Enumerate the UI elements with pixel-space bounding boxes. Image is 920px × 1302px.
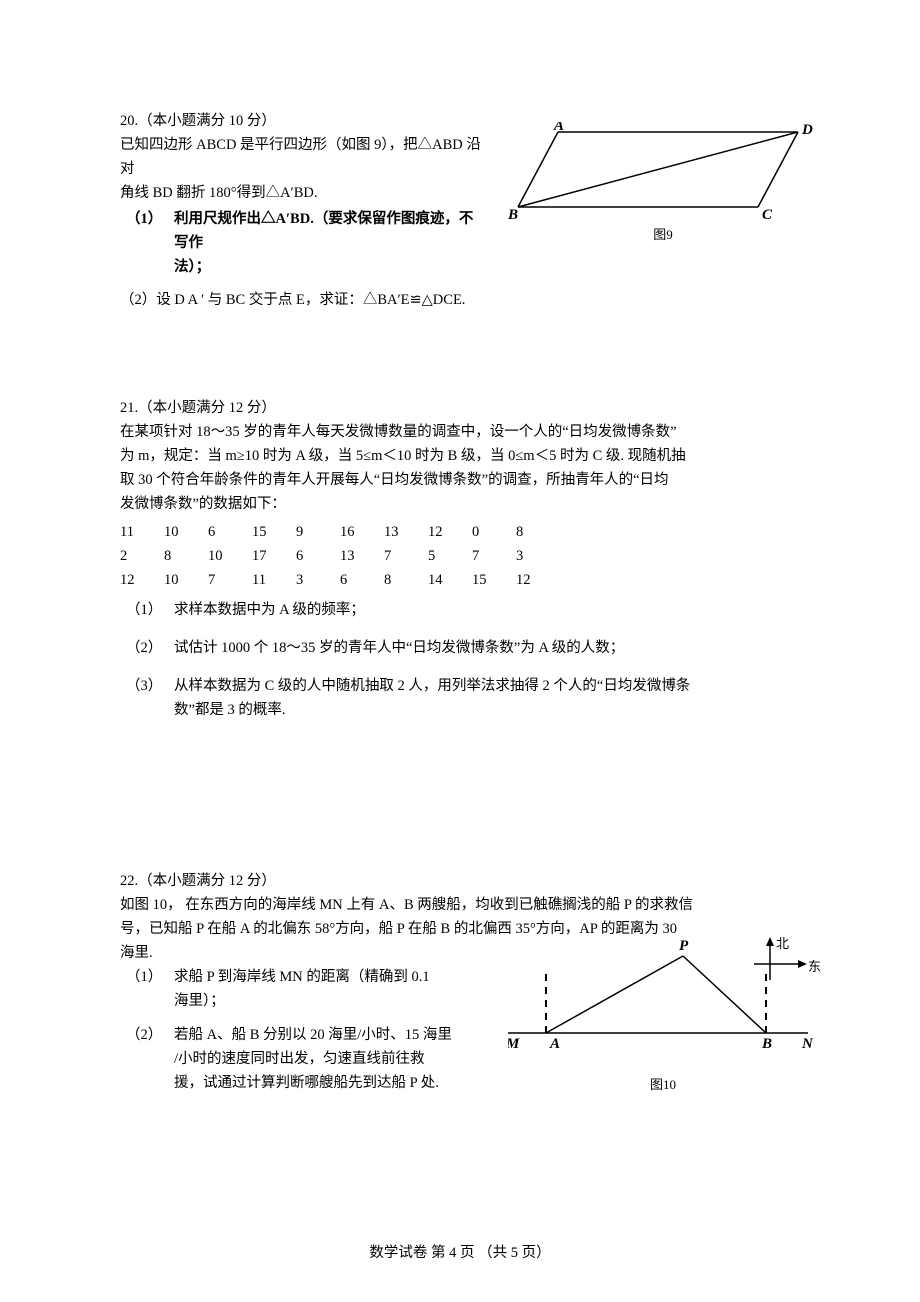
problem-22-sub2-body2: /小时的速度同时出发，匀速直线前往救 <box>174 1051 425 1067</box>
problem-22-sub1-body2: 海里）； <box>174 993 225 1009</box>
problem-21-header: 21.（本小题满分 12 分） <box>120 397 800 421</box>
data-cell: 12 <box>516 569 560 593</box>
figure-10: M A P B N 图10 <box>508 938 818 1098</box>
figure-9: A D B C 图9 <box>508 122 818 248</box>
problem-20-sub1-body1: 利用尺规作出△A′BD.（要求保留作图痕迹，不写作 <box>174 211 473 251</box>
data-cell: 2 <box>120 545 164 569</box>
problem-21-sub2-body: 试估计 1000 个 18～35 岁的青年人中“日均发微博条数”为 A 级的人数… <box>174 637 792 661</box>
problem-20-sub1-body: 利用尺规作出△A′BD.（要求保留作图痕迹，不写作 法）； <box>174 208 482 280</box>
page-content: 20.（本小题满分 10 分） 已知四边形 ABCD 是平行四边形（如图 9），… <box>0 0 920 1302</box>
problem-20-sub1-body2: 法）； <box>174 259 210 275</box>
svg-text:P: P <box>679 938 689 954</box>
problem-20: 20.（本小题满分 10 分） 已知四边形 ABCD 是平行四边形（如图 9），… <box>120 110 800 313</box>
data-row: 1210711368141512 <box>120 569 800 593</box>
data-cell: 7 <box>208 569 252 593</box>
data-cell: 13 <box>340 545 384 569</box>
problem-20-line1: 已知四边形 ABCD 是平行四边形（如图 9），把△ABD 沿对 <box>120 134 490 182</box>
data-row: 2810176137573 <box>120 545 800 569</box>
data-cell: 8 <box>516 521 560 545</box>
data-cell: 5 <box>428 545 472 569</box>
data-cell: 3 <box>516 545 560 569</box>
problem-20-text: 20.（本小题满分 10 分） 已知四边形 ABCD 是平行四边形（如图 9），… <box>120 110 490 279</box>
problem-21-intro1: 在某项针对 18～35 岁的青年人每天发微博数量的调查中，设一个人的“日均发微博… <box>120 421 800 445</box>
data-cell: 0 <box>472 521 516 545</box>
svg-text:B: B <box>761 1036 772 1052</box>
problem-22-sub1-body1: 求船 P 到海岸线 MN 的距离（精确到 0.1 <box>174 969 430 985</box>
problem-22: 22.（本小题满分 12 分） 如图 10， 在东西方向的海岸线 MN 上有 A… <box>120 870 800 1095</box>
problem-20-line2: 角线 BD 翻折 180°得到△A′BD. <box>120 182 490 206</box>
data-cell: 15 <box>472 569 516 593</box>
figure-9-svg: A D B C <box>508 122 818 222</box>
svg-text:N: N <box>801 1036 814 1052</box>
data-row: 1110615916131208 <box>120 521 800 545</box>
problem-21: 21.（本小题满分 12 分） 在某项针对 18～35 岁的青年人每天发微博数量… <box>120 397 800 722</box>
problem-21-intro4: 发微博条数”的数据如下： <box>120 493 800 517</box>
problem-21-data-table: 1110615916131208281017613757312107113681… <box>120 521 800 593</box>
problem-21-sub3-body2: 数”都是 3 的概率. <box>174 702 286 718</box>
problem-21-intro2: 为 m，规定：当 m≥10 时为 A 级，当 5≤m＜10 时为 B 级，当 0… <box>120 445 800 469</box>
problem-21-sub2-num: （2） <box>126 637 174 661</box>
problem-21-sub1-body: 求样本数据中为 A 级的频率； <box>174 599 792 623</box>
figure-10-label: 图10 <box>650 1074 676 1095</box>
data-cell: 11 <box>120 521 164 545</box>
problem-21-sub3-num: （3） <box>126 675 174 699</box>
page-footer: 数学试卷 第 4 页 （共 5 页） <box>0 1241 920 1262</box>
data-cell: 9 <box>296 521 340 545</box>
problem-22-sub2-num: （2） <box>126 1024 174 1048</box>
problem-20-sub1-num: （1） <box>126 208 174 232</box>
svg-text:C: C <box>762 207 773 222</box>
problem-21-sub3-body: 从样本数据为 C 级的人中随机抽取 2 人，用列举法求抽得 2 个人的“日均发微… <box>174 675 792 723</box>
data-cell: 17 <box>252 545 296 569</box>
data-cell: 6 <box>340 569 384 593</box>
problem-22-sub2-body1: 若船 A、船 B 分别以 20 海里/小时、15 海里 <box>174 1027 452 1043</box>
data-cell: 3 <box>296 569 340 593</box>
data-cell: 6 <box>296 545 340 569</box>
data-cell: 16 <box>340 521 384 545</box>
problem-22-intro1: 如图 10， 在东西方向的海岸线 MN 上有 A、B 两艘船，均收到已触礁搁浅的… <box>120 894 800 918</box>
svg-text:A: A <box>549 1036 560 1052</box>
figure-9-label: 图9 <box>653 224 673 245</box>
figure-10-svg: M A P B N <box>508 938 818 1063</box>
svg-text:B: B <box>508 207 518 222</box>
problem-20-sub2: （2）设 D A ′ 与 BC 交于点 E，求证：△BA′E≌△DCE. <box>120 292 465 308</box>
problem-20-header: 20.（本小题满分 10 分） <box>120 110 490 134</box>
problem-21-sub3-body1: 从样本数据为 C 级的人中随机抽取 2 人，用列举法求抽得 2 个人的“日均发微… <box>174 678 690 694</box>
data-cell: 10 <box>164 569 208 593</box>
data-cell: 10 <box>208 545 252 569</box>
svg-text:M: M <box>508 1036 520 1052</box>
data-cell: 8 <box>164 545 208 569</box>
svg-text:A: A <box>553 122 564 134</box>
data-cell: 14 <box>428 569 472 593</box>
data-cell: 10 <box>164 521 208 545</box>
problem-22-sub2-body: 若船 A、船 B 分别以 20 海里/小时、15 海里 /小时的速度同时出发，匀… <box>174 1024 482 1096</box>
problem-22-sub2-body3: 援，试通过计算判断哪艘船先到达船 P 处. <box>174 1075 439 1091</box>
svg-text:D: D <box>801 122 813 138</box>
problem-22-header: 22.（本小题满分 12 分） <box>120 870 800 894</box>
problem-22-sub1-body: 求船 P 到海岸线 MN 的距离（精确到 0.1 海里）； <box>174 966 482 1014</box>
data-cell: 11 <box>252 569 296 593</box>
problem-21-intro3: 取 30 个符合年龄条件的青年人开展每人“日均发微博条数”的调查，所抽青年人的“… <box>120 469 800 493</box>
data-cell: 7 <box>384 545 428 569</box>
data-cell: 15 <box>252 521 296 545</box>
data-cell: 12 <box>428 521 472 545</box>
data-cell: 12 <box>120 569 164 593</box>
problem-22-sub1-num: （1） <box>126 966 174 990</box>
data-cell: 7 <box>472 545 516 569</box>
data-cell: 6 <box>208 521 252 545</box>
data-cell: 8 <box>384 569 428 593</box>
data-cell: 13 <box>384 521 428 545</box>
problem-21-sub1-num: （1） <box>126 599 174 623</box>
